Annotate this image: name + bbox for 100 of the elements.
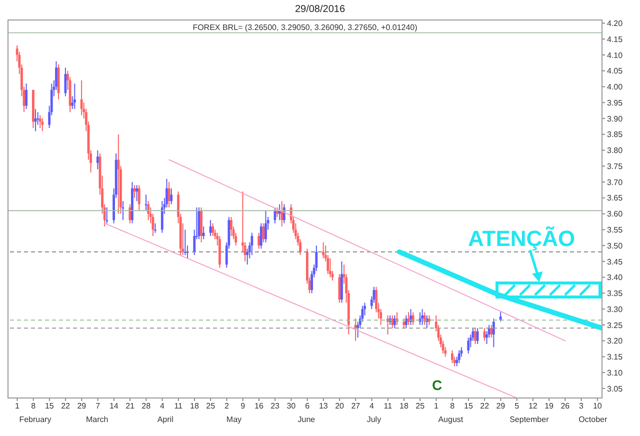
chart-subtitle: FOREX BRL= (3.26500, 3.29050, 3.26090, 3.27650, +0.01240) — [192, 23, 418, 32]
candlestick — [202, 226, 205, 240]
candlestick — [476, 328, 479, 344]
x-tick-label: 22 — [480, 402, 490, 411]
x-tick-label: 28 — [142, 402, 152, 411]
x-tick-label: 19 — [544, 402, 554, 411]
candlestick — [154, 222, 156, 234]
candlestick — [412, 312, 414, 326]
text: June — [298, 415, 316, 424]
x-tick-label: 25 — [416, 402, 426, 411]
x-tick-label: 7 — [96, 402, 101, 411]
candlestick — [250, 232, 254, 256]
y-tick-label: 3.10 — [607, 368, 624, 378]
candlestick — [160, 200, 164, 234]
candlestick — [391, 314, 394, 329]
x-tick-label: 20 — [335, 402, 345, 411]
x-tick-label: 18 — [400, 402, 409, 411]
y-tick-label: 3.90 — [607, 114, 624, 124]
y-tick-label: 4.20 — [607, 19, 624, 28]
x-tick-label: 25 — [206, 402, 216, 411]
y-tick-label: 3.30 — [607, 304, 624, 314]
candlestick — [393, 314, 396, 329]
text: February — [19, 415, 52, 424]
x-tick-label: 29 — [77, 402, 87, 411]
x-tick-label: 2 — [224, 402, 230, 411]
candlestick — [264, 210, 267, 243]
candlestick — [276, 206, 278, 218]
y-tick-label: 4.15 — [607, 34, 624, 44]
y-tick-label: 3.45 — [607, 257, 624, 266]
candlestick — [404, 314, 408, 329]
candlestick — [329, 258, 332, 278]
x-tick-label: 26 — [560, 402, 570, 411]
y-tick-label: 3.25 — [607, 320, 624, 330]
candlestick — [262, 222, 265, 243]
x-tick-label: 12 — [528, 402, 538, 411]
x-tick-label: 22 — [61, 402, 71, 411]
candlestick — [138, 184, 140, 212]
text: September — [510, 415, 550, 424]
y-tick-label: 3.35 — [607, 289, 624, 298]
x-tick-label: 3 — [579, 402, 584, 411]
text: July — [366, 415, 382, 424]
candlestick — [96, 150, 99, 170]
x-tick-label: 15 — [44, 402, 54, 411]
candlestick — [38, 114, 42, 128]
y-tick-label: 3.70 — [607, 178, 624, 187]
candlestick — [386, 314, 389, 335]
chart-title: 29/08/2016 — [294, 4, 346, 15]
candlestick — [410, 308, 412, 326]
y-tick-label: 4.10 — [607, 50, 624, 60]
candlestick — [426, 314, 428, 329]
x-tick-label: 30 — [286, 402, 296, 411]
candlestick — [230, 216, 232, 236]
x-tick-label: 23 — [270, 402, 280, 411]
x-tick-label: 15 — [464, 402, 474, 411]
y-tick-label: 3.85 — [607, 130, 624, 140]
text: May — [226, 415, 242, 424]
x-tick-label: 11 — [384, 402, 393, 411]
y-tick-label: 3.75 — [607, 162, 624, 171]
x-tick-label: 9 — [240, 402, 246, 411]
candlestick — [402, 318, 406, 329]
candlestick — [212, 222, 214, 236]
candlestick — [25, 83, 28, 110]
y-tick-label: 4.05 — [607, 66, 624, 76]
text: March — [86, 415, 108, 424]
candlestick — [474, 328, 476, 344]
text: April — [157, 415, 174, 424]
x-tick-label: 18 — [190, 402, 200, 411]
annotation: C — [432, 377, 442, 393]
candlestick — [41, 118, 44, 132]
x-tick-label: 1 — [14, 402, 20, 411]
candlestick — [128, 204, 132, 224]
candlestick — [136, 184, 138, 202]
x-tick-label: 27 — [351, 402, 361, 411]
x-tick-label: 8 — [450, 402, 456, 411]
candlestick — [451, 350, 454, 364]
candlestick — [170, 188, 173, 205]
y-tick-label: 3.40 — [607, 273, 624, 282]
candlestick — [106, 206, 108, 224]
candlestick — [64, 67, 67, 97]
x-tick-label: 8 — [31, 402, 36, 411]
candlestick — [458, 350, 460, 364]
x-tick-label: 29 — [496, 402, 506, 411]
candlestick — [280, 200, 284, 227]
candlestick — [467, 337, 470, 354]
x-tick-label: 13 — [318, 402, 328, 411]
y-tick-label: 3.05 — [607, 384, 624, 394]
x-tick-label: 11 — [174, 402, 184, 411]
x-tick-label: 4 — [160, 402, 166, 411]
candlestick — [421, 308, 424, 326]
candlestick — [260, 222, 262, 250]
x-tick-label: 21 — [126, 402, 136, 411]
candlestick — [338, 274, 341, 304]
candlestick — [322, 242, 325, 259]
y-tick-label: 3.95 — [607, 98, 624, 108]
candlestick — [258, 232, 260, 250]
y-tick-label: 3.80 — [607, 146, 624, 156]
x-tick-label: 10 — [592, 402, 602, 411]
y-tick-label: 3.65 — [607, 194, 624, 203]
x-tick-label: 1 — [434, 402, 440, 411]
x-tick-label: 16 — [254, 402, 264, 411]
